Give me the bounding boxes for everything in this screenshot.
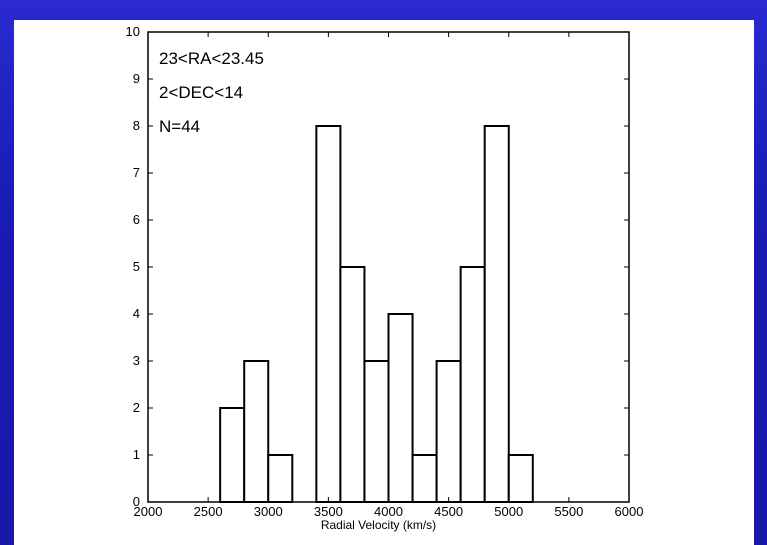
x-axis-label: Radial Velocity (km/s) (321, 518, 436, 532)
histogram-bar-1 (243, 360, 270, 503)
y-tick-label: 6 (133, 212, 140, 227)
histogram-bar-10 (483, 125, 510, 503)
annotation-text-1: 2<DEC<14 (159, 83, 243, 102)
y-tick-label: 7 (133, 165, 140, 180)
x-tick-label: 5500 (554, 504, 583, 519)
x-tick-label: 4000 (374, 504, 403, 519)
y-tick-label: 0 (133, 494, 140, 509)
y-tick-label: 3 (133, 353, 140, 368)
y-tick-label: 5 (133, 259, 140, 274)
y-tick-label: 2 (133, 400, 140, 415)
chart-panel: 2000 2500 3000 3500 4000 4500 5000 5500 6000 0 1 2 3… (14, 20, 754, 545)
histogram-bar-8 (435, 360, 462, 503)
annotation-text-0: 23<RA<23.45 (159, 49, 264, 68)
y-tick-label: 9 (133, 71, 140, 86)
histogram-bar-4 (339, 266, 366, 503)
y-tick-label: 4 (133, 306, 140, 321)
y-tick-label: 1 (133, 447, 140, 462)
y-tick-label: 8 (133, 118, 140, 133)
histogram-chart: 2000 2500 3000 3500 4000 4500 5000 5500 60000123… (126, 24, 644, 532)
histogram-bar-11 (507, 454, 534, 503)
histogram-bar-0 (219, 407, 246, 503)
histogram-bar-7 (411, 454, 438, 503)
histogram-bar-5 (363, 360, 390, 503)
x-tick-label: 4500 (434, 504, 463, 519)
histogram-bar-9 (459, 266, 486, 503)
x-tick-label: 2500 (194, 504, 223, 519)
x-tick-label: 3000 (254, 504, 283, 519)
histogram-bar-3 (315, 125, 342, 503)
y-tick-label: 10 (126, 24, 140, 39)
histogram-bar-6 (387, 313, 414, 503)
x-tick-label: 2000 (134, 504, 163, 519)
x-tick-label: 6000 (615, 504, 644, 519)
annotation-text-2: N=44 (159, 117, 200, 136)
x-tick-label: 5000 (494, 504, 523, 519)
x-tick-label: 3500 (314, 504, 343, 519)
histogram-bar-2 (267, 454, 294, 503)
